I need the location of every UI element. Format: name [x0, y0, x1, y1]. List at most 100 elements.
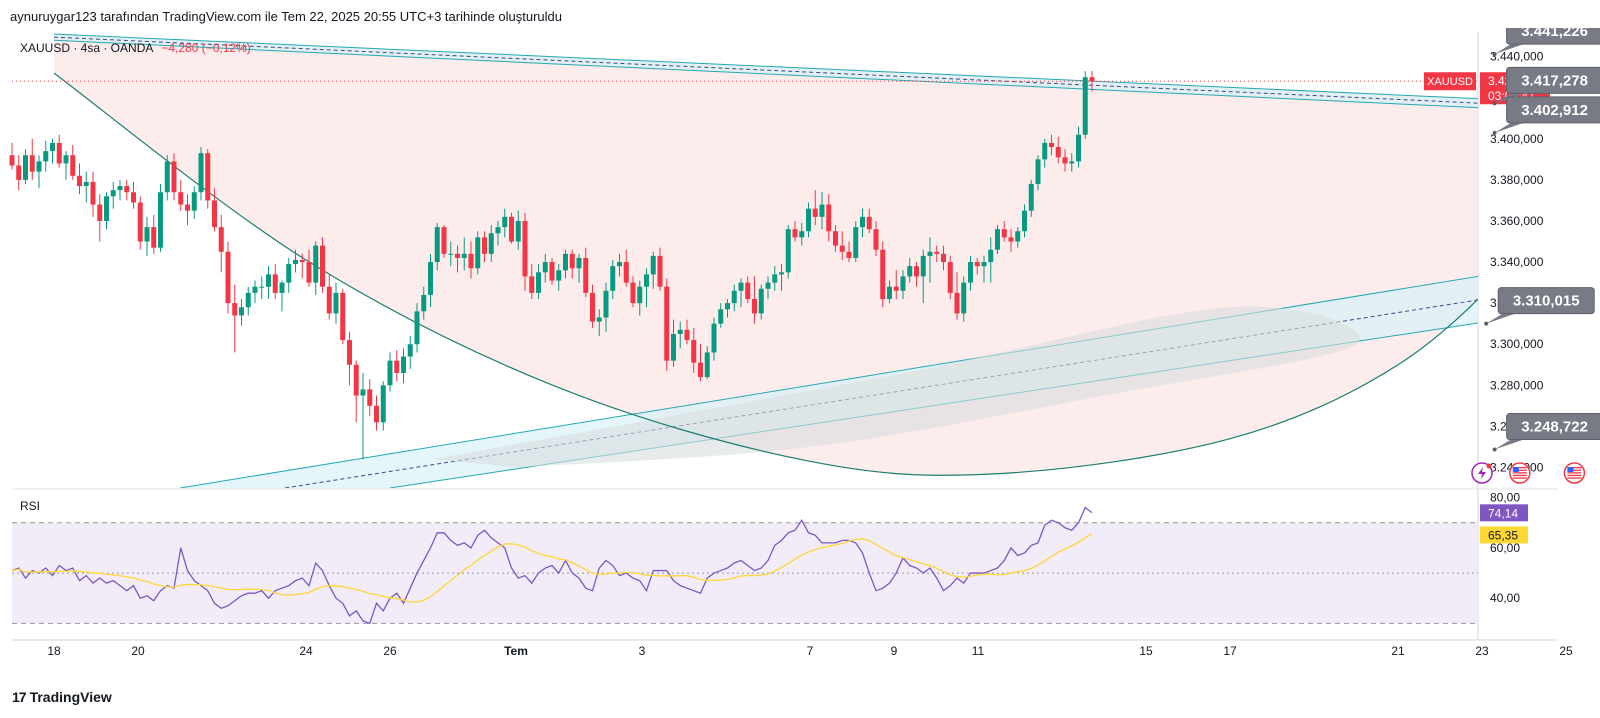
time-tick-label: 15 — [1139, 644, 1153, 658]
candle — [569, 249, 575, 279]
candle — [806, 202, 811, 238]
candle — [671, 319, 676, 367]
candle-body — [1076, 134, 1081, 162]
candle — [1042, 138, 1048, 168]
candle-body — [664, 286, 670, 361]
candle — [9, 142, 15, 170]
candle — [97, 194, 103, 242]
candle-body — [286, 264, 292, 283]
candle-body — [920, 255, 926, 277]
candle — [542, 253, 548, 283]
candle-body — [812, 208, 818, 217]
chart[interactable]: RSI 3.440,0003.420,0003.400,0003.380,000… — [0, 28, 1600, 658]
candle-body — [745, 282, 751, 300]
candle — [16, 155, 22, 191]
candle-body — [556, 270, 562, 281]
candle-body — [718, 309, 724, 324]
callout-pointer — [1486, 312, 1519, 324]
candle-body — [151, 227, 157, 248]
candle — [1062, 149, 1068, 172]
callout-text: 3.417,278 — [1521, 72, 1588, 89]
candle — [56, 134, 62, 168]
candle-body — [259, 286, 265, 288]
candle-body — [232, 303, 238, 316]
candle — [880, 241, 886, 308]
candle-body — [731, 290, 737, 304]
candle — [752, 276, 757, 324]
candle-body — [320, 245, 325, 287]
candle — [968, 255, 973, 291]
time-tick-label: 20 — [131, 644, 145, 658]
symbol-info: XAUUSD · 4sa · OANDA −4,280 (−0,12%) — [20, 41, 251, 55]
candle-body — [1049, 142, 1054, 148]
candle-body — [414, 311, 420, 345]
candle — [475, 231, 481, 275]
candle-body — [198, 153, 204, 193]
candle — [272, 264, 278, 300]
ma-tag-text: 65,35 — [1488, 528, 1518, 542]
candle-body — [792, 229, 798, 238]
candle-body — [1001, 229, 1007, 238]
candle-body — [873, 229, 879, 250]
candle-body — [596, 317, 602, 322]
candle — [563, 249, 568, 279]
candle-body — [245, 292, 251, 308]
candle-body — [1008, 237, 1014, 242]
candle-body — [1069, 161, 1075, 164]
rsi-tick-label: 40,00 — [1490, 591, 1520, 605]
us-flag-icon — [1509, 462, 1531, 484]
time-tick-label: 9 — [891, 644, 898, 658]
flag-stripe — [1512, 472, 1527, 474]
candle-body — [1015, 231, 1021, 242]
candle — [70, 144, 76, 180]
flag-stripe — [1512, 477, 1527, 479]
candle — [860, 208, 865, 238]
candle-body — [819, 204, 825, 217]
candle-body — [110, 190, 116, 197]
candle — [178, 179, 184, 211]
candle-body — [725, 303, 730, 310]
candle-body — [9, 155, 15, 166]
candle-body — [272, 274, 278, 293]
candle-body — [637, 286, 643, 304]
candle — [549, 257, 555, 285]
candle — [414, 303, 420, 353]
candle — [623, 249, 629, 287]
candle — [515, 210, 521, 250]
candle-body — [630, 282, 636, 304]
candle-body — [590, 292, 595, 322]
candle — [1015, 227, 1021, 248]
candle — [758, 284, 764, 320]
candle — [502, 208, 508, 238]
candle-body — [488, 233, 494, 254]
candle-body — [853, 227, 859, 258]
candle — [839, 231, 845, 260]
candle-body — [1062, 157, 1068, 164]
candle — [164, 155, 170, 201]
candle — [893, 270, 899, 300]
rsi-line — [11, 506, 1093, 625]
candle-body — [536, 272, 541, 293]
price-tick-label: 3.380,000 — [1490, 173, 1544, 187]
drawings — [12, 33, 1478, 488]
candle — [596, 309, 602, 336]
candle-body — [50, 142, 55, 152]
time-tick-label: 26 — [383, 644, 397, 658]
candle-body — [671, 333, 676, 361]
candle — [779, 264, 784, 291]
candle-body — [97, 204, 103, 221]
callout-box — [1506, 96, 1600, 124]
rsi-tag-text: 74,14 — [1488, 506, 1518, 520]
callout-box — [1506, 66, 1600, 94]
lightning-icon — [1471, 462, 1493, 484]
candle — [529, 264, 535, 300]
candle-body — [698, 362, 703, 378]
time-tick-label: 25 — [1559, 644, 1573, 658]
candle — [1055, 136, 1061, 164]
candle-body — [333, 292, 339, 314]
price-tick-label: 3.440,000 — [1490, 50, 1544, 64]
candle — [718, 303, 724, 328]
candle-body — [131, 192, 136, 203]
candle-body — [475, 237, 481, 269]
candle — [1089, 71, 1095, 92]
